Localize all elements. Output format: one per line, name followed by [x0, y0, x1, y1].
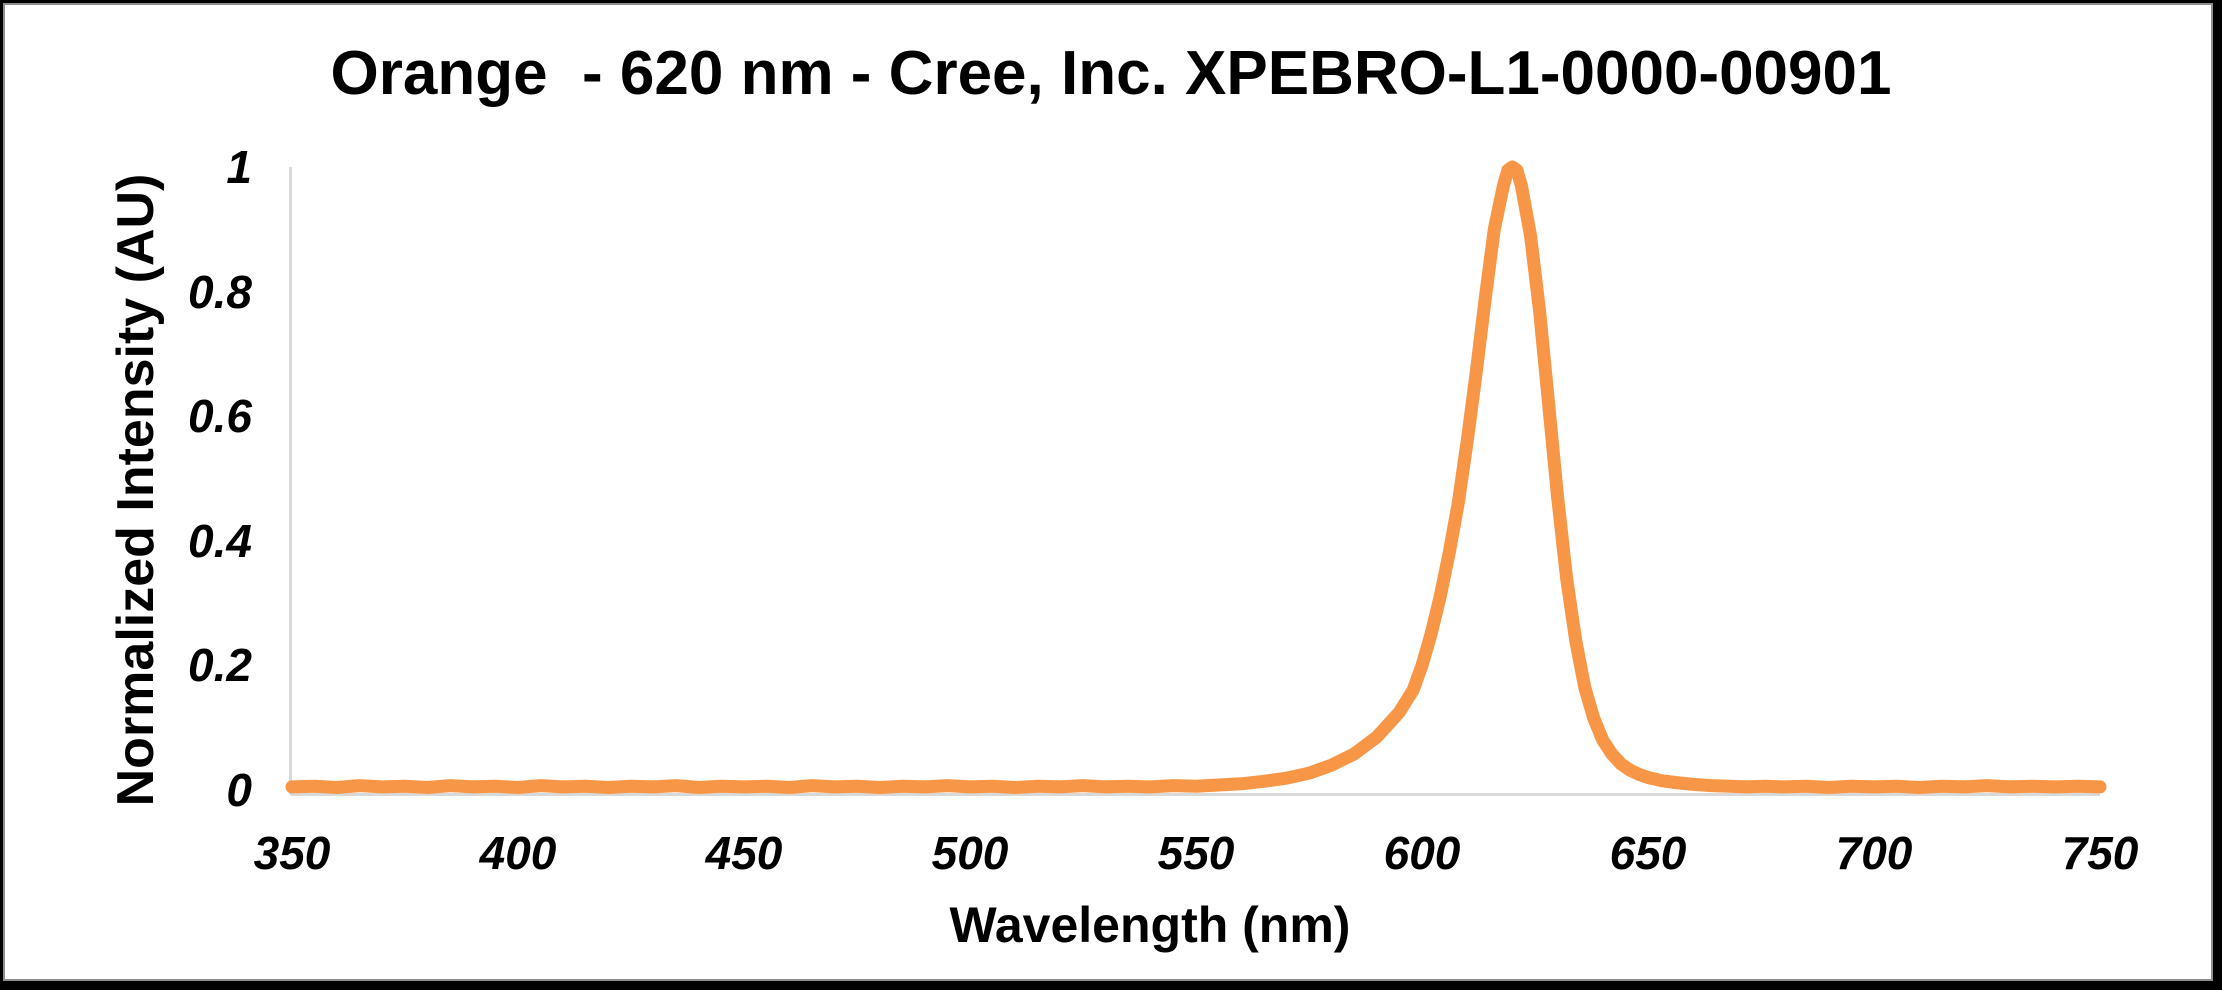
x-tick-label: 750 [2061, 827, 2139, 879]
y-tick-label: 0.6 [188, 390, 252, 443]
x-axis-title: Wavelength (nm) [949, 897, 1351, 953]
y-tick-label: 0.4 [188, 514, 252, 567]
chart-title: Orange - 620 nm - Cree, Inc. XPEBRO-L1-0… [330, 39, 1892, 108]
y-tick-label: 0 [226, 764, 252, 816]
x-tick-label: 350 [253, 827, 331, 879]
y-tick-label: 0.2 [188, 639, 252, 692]
x-tick-label: 450 [705, 827, 783, 879]
chart-panel [3, 3, 2213, 981]
x-tick-label: 600 [1383, 827, 1461, 879]
y-tick-label: 0.8 [188, 265, 252, 318]
x-tick-label: 700 [1835, 827, 1913, 879]
x-tick-label: 550 [1157, 827, 1235, 879]
x-tick-label: 650 [1609, 827, 1687, 879]
x-tick-label: 400 [479, 827, 557, 879]
y-tick-label: 1 [226, 141, 252, 193]
x-tick-label: 500 [931, 827, 1009, 879]
spectrum-curve [285, 160, 2107, 794]
